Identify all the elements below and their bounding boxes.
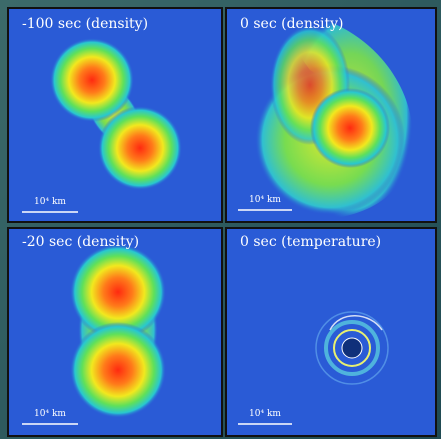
blob bbox=[310, 88, 390, 168]
scale-label: 10⁴ km bbox=[249, 195, 281, 205]
scale-label: 10⁴ km bbox=[34, 409, 66, 419]
panel-label: -20 sec (density) bbox=[22, 234, 139, 250]
panel-label: -100 sec (density) bbox=[22, 16, 148, 32]
blob bbox=[70, 322, 166, 418]
blob bbox=[70, 244, 166, 340]
panel-label: 0 sec (density) bbox=[240, 16, 344, 32]
temperature-ring bbox=[315, 311, 389, 385]
panel: 0 sec (density) 10⁴ km bbox=[225, 7, 437, 223]
scale-label: 10⁴ km bbox=[249, 409, 281, 419]
panel: -100 sec (density) 10⁴ km bbox=[7, 7, 223, 223]
blob bbox=[98, 106, 182, 190]
scale-label: 10⁴ km bbox=[34, 197, 66, 207]
panel: -20 sec (density) 10⁴ km bbox=[7, 227, 223, 437]
blob bbox=[50, 38, 134, 122]
panel: 0 sec (temperature) 10⁴ km bbox=[225, 227, 437, 437]
panel-label: 0 sec (temperature) bbox=[240, 234, 381, 250]
